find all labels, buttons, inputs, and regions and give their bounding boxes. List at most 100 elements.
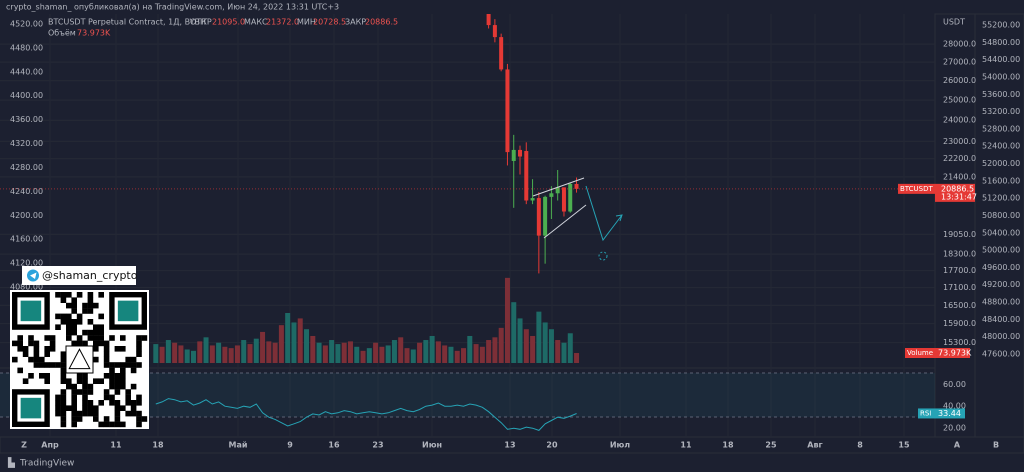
- far-tick-label: 50000.00: [982, 246, 1020, 255]
- qr-module: [60, 356, 67, 363]
- volume-bar: [429, 335, 435, 363]
- telegram-plane: [30, 272, 37, 279]
- qr-module: [71, 405, 77, 411]
- qr-module: [71, 383, 77, 390]
- qr-module: [93, 378, 99, 384]
- qr-module: [98, 335, 104, 341]
- qr-module: [71, 308, 77, 314]
- qr-module: [87, 383, 94, 390]
- far-tick-label: 54400.00: [982, 55, 1020, 64]
- qr-module: [60, 319, 67, 325]
- qr-module: [109, 421, 115, 428]
- volume-value-bg: [935, 348, 970, 359]
- volume-bar: [523, 329, 529, 363]
- qr-module: [76, 410, 83, 417]
- volume-bar: [454, 350, 460, 363]
- left-tick-label: 4320.00: [10, 139, 43, 148]
- qr-module: [44, 373, 50, 379]
- far-tick-label: 50400.00: [982, 228, 1020, 237]
- qr-module: [125, 356, 131, 363]
- qr-module: [93, 302, 99, 309]
- qr-module: [120, 373, 126, 379]
- volume-bar: [178, 345, 184, 363]
- qr-module: [114, 346, 121, 352]
- volume-bar: [272, 342, 278, 363]
- qr-module: [22, 351, 29, 357]
- volume-bar: [203, 337, 209, 363]
- field-value: 20728.5: [313, 18, 346, 27]
- x-tick-label: 9: [287, 441, 293, 450]
- qr-module: [87, 400, 94, 406]
- qr-module: [33, 346, 40, 352]
- qr-module: [103, 351, 110, 357]
- far-tick-label: 51200.00: [982, 194, 1020, 203]
- price-tick-label: 15300.0: [943, 338, 976, 347]
- volume-bar: [410, 349, 416, 363]
- qr-module: [33, 356, 40, 363]
- qr-module: [66, 302, 72, 309]
- qr-module: [82, 302, 88, 309]
- qr-module: [109, 373, 115, 379]
- rsi-tag: RSI: [920, 409, 931, 417]
- volume-bar: [310, 335, 316, 363]
- candle-body: [505, 69, 510, 153]
- candle-body: [568, 183, 573, 212]
- rsi-last: 33.44: [938, 409, 961, 418]
- far-tick-label: 48400.00: [982, 315, 1020, 324]
- qr-module: [60, 416, 67, 422]
- volume-bar: [561, 342, 567, 363]
- field-label: МИН: [297, 18, 316, 27]
- x-tick-label: B: [993, 441, 999, 450]
- volume-bar: [467, 335, 473, 363]
- far-tick-label: 49600.00: [982, 263, 1020, 272]
- price-tick-label: 26000.0: [943, 76, 976, 85]
- qr-module: [71, 389, 77, 395]
- price-tick-label: 18300.0: [943, 250, 976, 259]
- qr-logo: [68, 348, 91, 370]
- field-value: 20886.5: [365, 18, 398, 27]
- volume-bar: [517, 318, 523, 363]
- far-tick-label: 50800.00: [982, 211, 1020, 220]
- qr-module: [93, 346, 99, 352]
- qr-module: [103, 416, 110, 422]
- qr-module: [103, 373, 110, 379]
- qr-module: [71, 302, 77, 309]
- qr-module: [82, 394, 88, 401]
- left-tick-label: 4400.00: [10, 91, 43, 100]
- qr-module: [28, 335, 34, 341]
- volume-bar: [322, 345, 328, 363]
- far-tick-label: 47600.00: [982, 349, 1020, 358]
- qr-finder-core: [20, 300, 42, 322]
- qr-module: [125, 400, 131, 406]
- qr-module: [71, 400, 77, 406]
- qr-module: [60, 405, 67, 411]
- left-tick-label: 4520.00: [10, 19, 43, 28]
- volume-bar: [329, 340, 335, 363]
- qr-module: [66, 378, 72, 384]
- volume-bar: [172, 342, 178, 363]
- volume-last: 73.973K: [938, 349, 972, 358]
- qr-module: [55, 362, 61, 368]
- volume-bar: [234, 345, 240, 363]
- volume-bar: [266, 341, 272, 363]
- volume-bar: [417, 342, 423, 363]
- qr-module: [71, 410, 77, 417]
- price-tick-label: 28000.0: [943, 40, 976, 49]
- volume-bar: [504, 277, 510, 363]
- volume-tag-bg: [905, 348, 935, 359]
- rsi-tick-label: 40.00: [943, 402, 966, 411]
- qr-module: [120, 362, 126, 368]
- qr-module: [136, 351, 142, 357]
- rsi-tick-label: 60.00: [943, 380, 966, 389]
- qr-module: [55, 324, 61, 330]
- qr-module: [98, 292, 104, 298]
- rsi-tag-bg: [918, 408, 935, 419]
- symbol-tag: BTCUSDT: [900, 185, 934, 193]
- qr-module: [114, 410, 121, 417]
- qr-module: [87, 302, 94, 309]
- x-tick-label: 8: [857, 441, 863, 450]
- volume-bar: [511, 302, 517, 363]
- candle-body: [518, 149, 522, 157]
- qr-module: [93, 405, 99, 411]
